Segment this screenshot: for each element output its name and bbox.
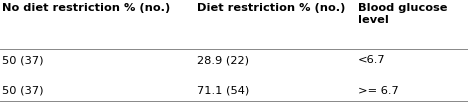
Text: <6.7: <6.7 <box>358 55 386 65</box>
Text: 50 (37): 50 (37) <box>2 86 44 96</box>
Text: Diet restriction % (no.): Diet restriction % (no.) <box>197 3 345 13</box>
Text: Blood glucose
level: Blood glucose level <box>358 3 447 26</box>
Text: >= 6.7: >= 6.7 <box>358 86 399 96</box>
Text: No diet restriction % (no.): No diet restriction % (no.) <box>2 3 171 13</box>
Text: 28.9 (22): 28.9 (22) <box>197 55 249 65</box>
Text: 71.1 (54): 71.1 (54) <box>197 86 249 96</box>
Text: 50 (37): 50 (37) <box>2 55 44 65</box>
